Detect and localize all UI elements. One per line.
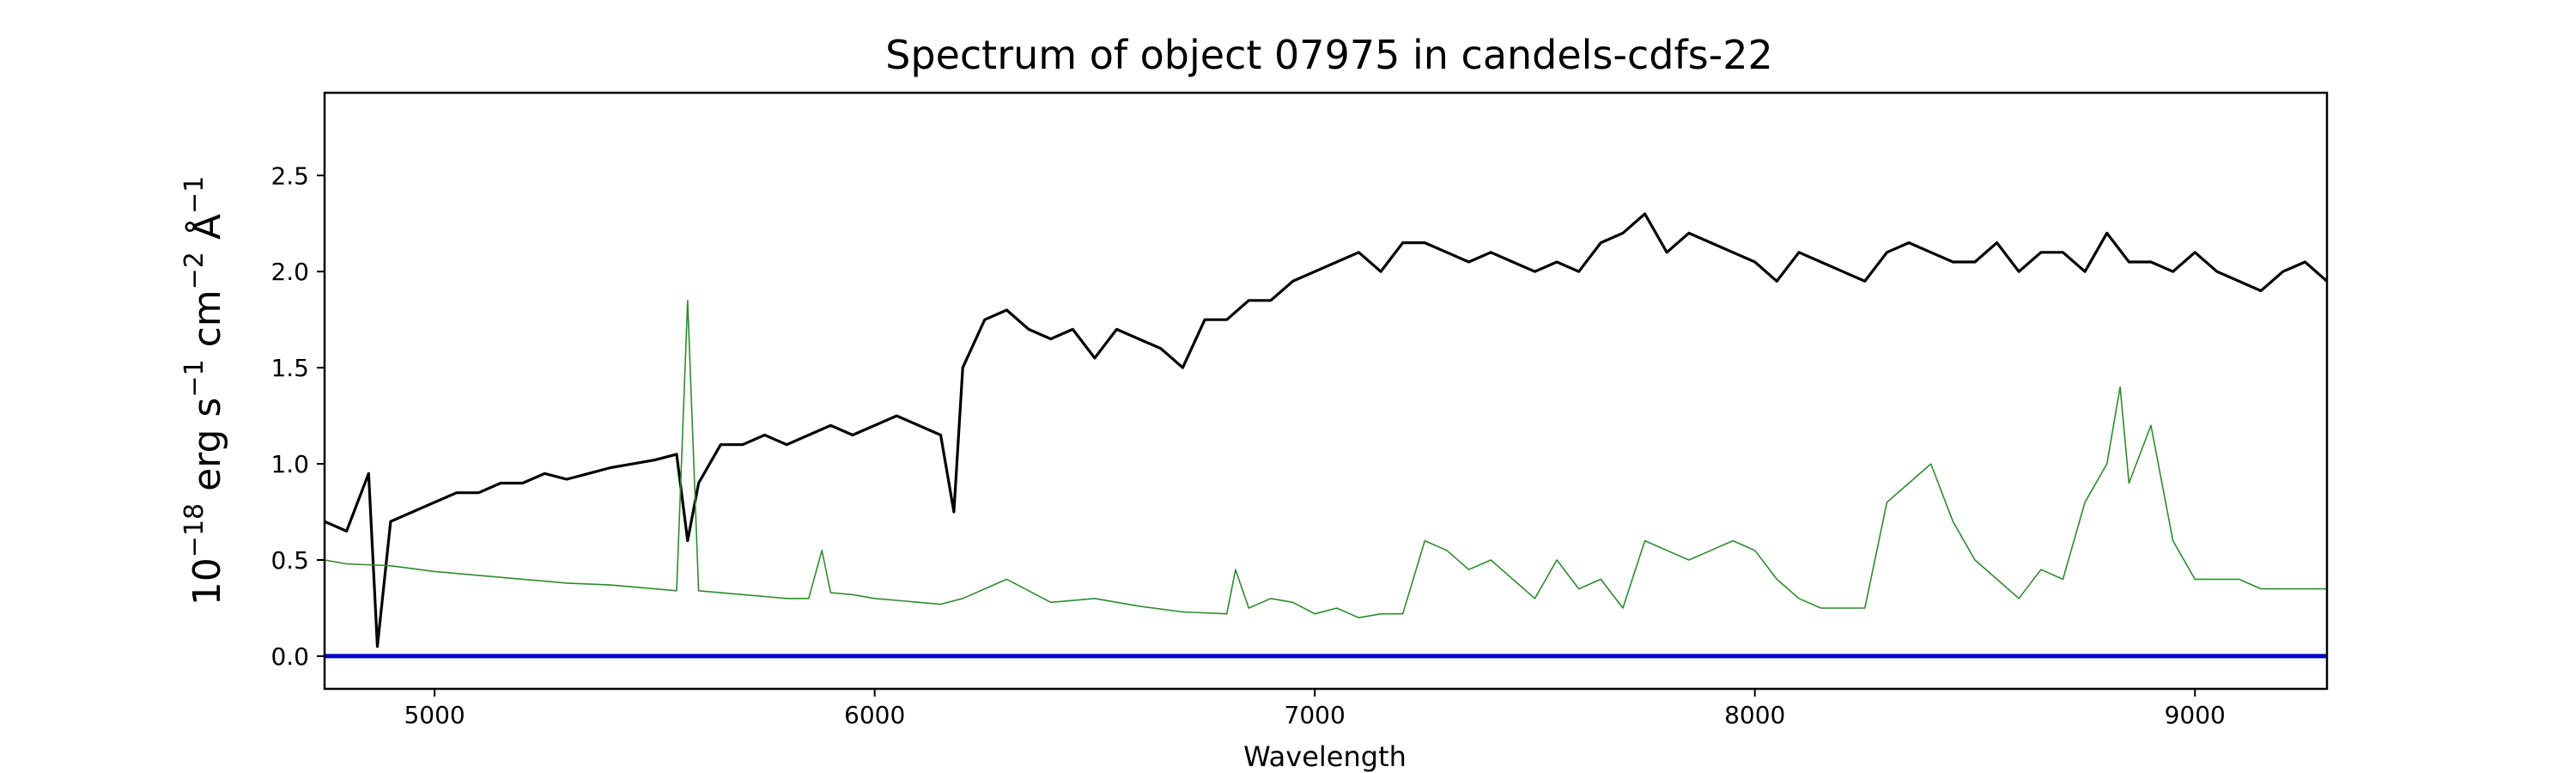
plot-frame (323, 91, 2329, 691)
x-axis-label: Wavelength (1243, 740, 1406, 773)
y-tick-label: 0.0 (270, 642, 309, 671)
y-tick-label: 1.5 (270, 354, 309, 382)
flux-series-line (324, 212, 2329, 648)
y-axis-ticks: 0.0 0.5 1.0 1.5 2.0 2.5 (270, 161, 325, 671)
y-tick-label: 0.5 (270, 546, 309, 575)
y-tick-label: 1.0 (270, 450, 309, 478)
y-label-exp-3: −2 (179, 252, 210, 289)
y-axis-label: 10−18 erg s−1 cm−2 Å−1 (179, 176, 229, 606)
y-label-exp-1: −18 (179, 503, 210, 557)
x-tick-label: 7000 (1285, 701, 1346, 729)
y-tick-label: 2.5 (270, 161, 309, 190)
x-tick-label: 8000 (1724, 701, 1785, 729)
x-tick-label: 9000 (2165, 701, 2226, 729)
y-label-base: 10 (185, 557, 229, 606)
x-axis-ticks: 5000 6000 7000 8000 9000 (404, 689, 2226, 729)
y-label-exp-2: −1 (179, 359, 210, 397)
y-label-angstrom: Å (184, 214, 229, 252)
y-label-exp-4: −1 (179, 176, 210, 214)
chart-title: Spectrum of object 07975 in candels-cdfs… (885, 32, 1773, 78)
y-label-cm: cm (185, 289, 229, 359)
x-tick-label: 6000 (844, 701, 905, 729)
x-tick-label: 5000 (404, 701, 465, 729)
y-tick-label: 2.0 (270, 258, 309, 286)
noise-series-line (324, 299, 2327, 619)
plot-series-group (324, 212, 2329, 659)
y-label-erg: erg s (185, 398, 229, 503)
